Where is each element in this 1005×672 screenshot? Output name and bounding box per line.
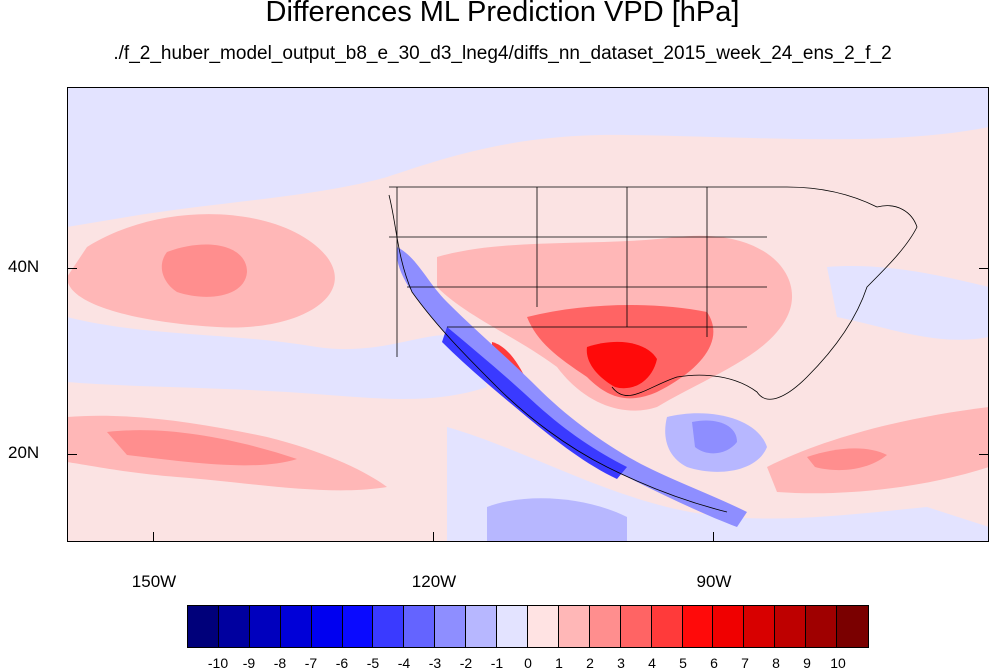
map-panel: [67, 87, 989, 542]
field-blue-coast: [396, 247, 747, 527]
colorbar-cell: [373, 606, 405, 647]
field-red-hawaii-core: [107, 430, 297, 466]
field-red-texas-core: [586, 341, 657, 389]
colorbar-cell: [497, 606, 528, 647]
field-blue-north-pacific: [67, 87, 989, 227]
field-blue-mid-pacific: [67, 317, 487, 399]
colorbar-label: -1: [490, 655, 504, 671]
lat-label-20n: 20N: [8, 443, 40, 462]
colorbar-cell: [218, 606, 250, 647]
colorbar-cell: [311, 606, 343, 647]
lon-tick-150w: [153, 532, 154, 542]
colorbar-cell: [589, 606, 621, 647]
lon-label-90w: 90W: [696, 572, 732, 591]
colorbar-cell: [744, 606, 776, 647]
lon-label-150w: 150W: [131, 572, 177, 591]
lat-label-40n: 40N: [8, 257, 40, 276]
colorbar-label: 7: [741, 655, 749, 671]
colorbar-cell: [837, 606, 868, 647]
colorbar-cell: [806, 606, 838, 647]
colorbar-cell: [713, 606, 745, 647]
colorbar-label: 0: [524, 655, 532, 671]
colorbar-label: 10: [830, 655, 846, 671]
lon-tick-90w: [713, 532, 714, 542]
colorbar-cell: [280, 606, 312, 647]
colorbar-label: 9: [803, 655, 811, 671]
field-blue-south-pacific: [487, 498, 627, 542]
field-red-caribbean-core: [807, 448, 887, 471]
colorbar-label: -6: [335, 655, 349, 671]
lon-tick-120w: [433, 532, 434, 542]
field-blue-gulf-core: [692, 420, 737, 454]
colorbar-label: -9: [242, 655, 256, 671]
colorbar-cell: [558, 606, 590, 647]
map-subtitle: ./f_2_huber_model_output_b8_e_30_d3_lneg…: [113, 43, 892, 64]
colorbar-label: -5: [366, 655, 380, 671]
field-blue-coast-core: [442, 327, 627, 479]
colorbar-cell: [188, 606, 219, 647]
colorbar-cell: [775, 606, 807, 647]
colorbar-label: 5: [679, 655, 687, 671]
field-red-pacific-core: [161, 244, 247, 297]
colorbar-cell: [527, 606, 559, 647]
field-blue-east-atlantic: [827, 266, 989, 340]
field-red-caribbean: [767, 407, 989, 494]
map-title: Differences ML Prediction VPD [hPa]: [265, 0, 740, 28]
colorbar-cell: [342, 606, 374, 647]
colorbar-label: -4: [397, 655, 411, 671]
colorbar-label: -10: [207, 655, 229, 671]
colorbar-cell: [404, 606, 436, 647]
colorbar-label: 2: [586, 655, 594, 671]
colorbar-label: -2: [459, 655, 473, 671]
colorbar-label: -3: [428, 655, 442, 671]
colorbar-label: -7: [304, 655, 318, 671]
lon-label-120w: 120W: [411, 572, 457, 591]
colorbar-label: -8: [273, 655, 287, 671]
colorbar-label: 6: [710, 655, 718, 671]
colorbar-label: 8: [772, 655, 780, 671]
colorbar-cell: [682, 606, 714, 647]
colorbar: [187, 605, 869, 648]
lat-tick-40n: [67, 268, 77, 269]
lat-tick-20n: [67, 454, 77, 455]
coastlines: [388, 186, 918, 513]
lat-tick-20n-right: [979, 454, 989, 455]
colorbar-cell: [651, 606, 683, 647]
colorbar-cell: [249, 606, 281, 647]
colorbar-cell: [466, 606, 498, 647]
lat-tick-40n-right: [979, 268, 989, 269]
colorbar-cell: [435, 606, 467, 647]
colorbar-label: 4: [648, 655, 656, 671]
colorbar-cell: [620, 606, 652, 647]
vpd-difference-field: [67, 87, 989, 542]
colorbar-label: 1: [555, 655, 563, 671]
colorbar-label: 3: [617, 655, 625, 671]
